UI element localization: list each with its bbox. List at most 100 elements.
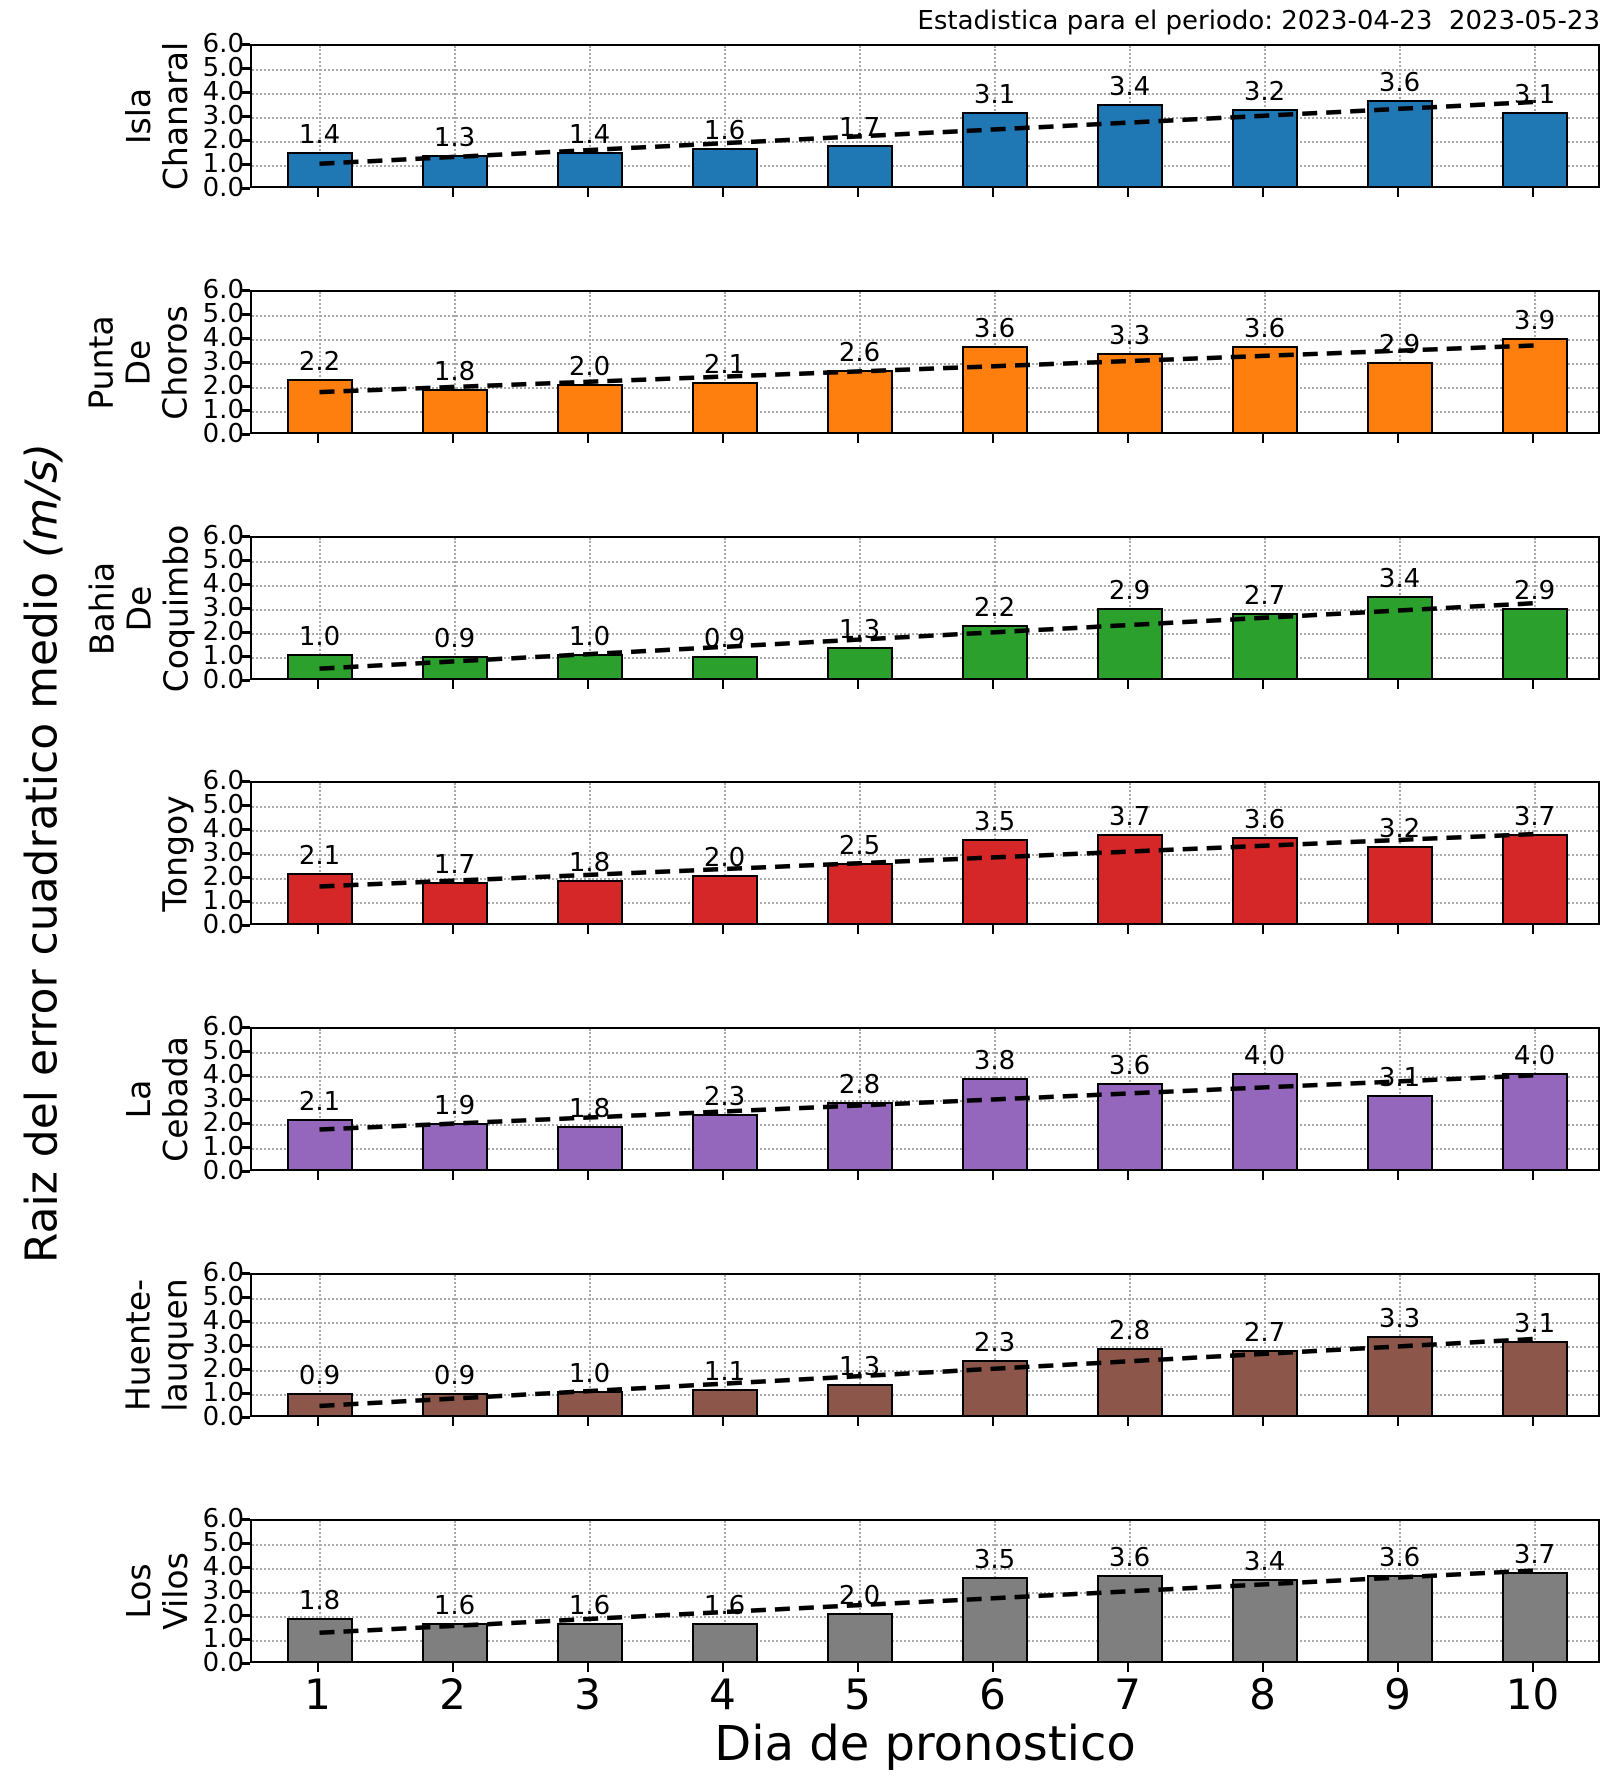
gridline-horizontal (252, 1076, 1598, 1078)
x-tick-mark (721, 1171, 724, 1180)
y-tick-mark (241, 1392, 250, 1395)
row-label-text: Punta De Choros (82, 304, 195, 420)
bar-day-7 (1096, 104, 1163, 186)
row-label-text: Bahia De Coquimbo (81, 524, 195, 692)
y-tick-label: 5.0 (202, 299, 244, 329)
bar-value-label: 1.7 (433, 850, 476, 881)
y-tick-label: 2.0 (202, 1108, 244, 1138)
trend-line-svg (319, 1336, 1535, 1409)
x-tick-mark (586, 680, 589, 689)
bar-value-label: 1.8 (568, 847, 611, 878)
subplot-punta-de-choros: 2.2 1.8 2.0 2.1 2.6 3.6 3.3 3.6 2.9 3.9 (250, 290, 1600, 434)
gridline-vertical (723, 538, 726, 678)
trend-line (319, 1073, 1535, 1132)
x-tick-label: 2 (439, 1670, 466, 1719)
bar-day-1 (286, 654, 353, 678)
y-tick-mark (241, 115, 250, 118)
x-tick-mark (1396, 1663, 1399, 1672)
gridline-horizontal (252, 854, 1598, 856)
gridline-vertical (858, 538, 861, 678)
y-tick-label: 6.0 (202, 275, 244, 305)
bar-value-label: 3.6 (1378, 1542, 1421, 1573)
gridline-vertical (453, 1275, 456, 1415)
y-tick-label: 0.0 (202, 419, 244, 449)
x-tick-mark (1531, 1417, 1534, 1426)
trend-line (319, 343, 1535, 395)
x-tick-mark (1531, 434, 1534, 443)
gridline-vertical (723, 46, 726, 186)
bar-day-3 (556, 879, 623, 923)
bar-value-label: 1.6 (703, 115, 746, 146)
bar-day-7 (1096, 1347, 1163, 1415)
subplot-huente-lauquen: 0.9 0.9 1.0 1.1 1.3 2.3 2.8 2.7 3.3 3.1 (250, 1273, 1600, 1417)
bar-day-5 (826, 1101, 893, 1169)
bar-day-3 (556, 1622, 623, 1661)
x-tick-mark (1396, 1171, 1399, 1180)
y-tick-mark (241, 535, 250, 538)
bar-day-6 (961, 1077, 1028, 1169)
trend-line-svg (319, 1073, 1535, 1132)
y-tick-label: 0.0 (202, 1648, 244, 1678)
y-tick-label: 4.0 (202, 77, 244, 107)
y-tick-mark (241, 385, 250, 388)
gridline-vertical (453, 46, 456, 186)
bar-day-8 (1231, 1579, 1298, 1661)
y-tick-mark (241, 1074, 250, 1077)
bar-day-6 (961, 345, 1028, 432)
bar-day-4 (691, 1113, 758, 1169)
bar-value-label: 3.6 (1243, 804, 1286, 835)
subplot-los-vilos: 1.8 1.6 1.6 1.6 2.0 3.5 3.6 3.4 3.6 3.7 (250, 1519, 1600, 1663)
gridline-horizontal (252, 1124, 1598, 1126)
bar-value-label: 2.9 (1378, 330, 1421, 361)
bar-value-label: 2.1 (703, 349, 746, 380)
y-tick-label: 2.0 (202, 1354, 244, 1384)
gridline-vertical (588, 1521, 591, 1661)
y-tick-mark (241, 1614, 250, 1617)
y-tick-label: 2.0 (202, 371, 244, 401)
gridline-vertical (858, 1029, 861, 1169)
y-tick-label: 5.0 (202, 790, 244, 820)
row-label-la-cebada: La Cebada (47, 989, 267, 1209)
bar-day-8 (1231, 836, 1298, 923)
subplot-la-cebada: 2.1 1.9 1.8 2.3 2.8 3.8 3.6 4.0 3.1 4.0 (250, 1027, 1600, 1171)
y-tick-mark (241, 337, 250, 340)
x-tick-mark (991, 1171, 994, 1180)
y-tick-mark (241, 433, 250, 436)
y-tick-label: 1.0 (202, 641, 244, 671)
gridline-horizontal (252, 1148, 1598, 1150)
bar-value-label: 1.0 (568, 1359, 611, 1389)
gridline-horizontal (252, 315, 1598, 317)
bar-value-label: 2.9 (1513, 576, 1556, 607)
x-tick-mark (316, 680, 319, 689)
bar-value-label: 1.8 (433, 356, 476, 387)
bar-value-label: 1.7 (838, 113, 881, 144)
y-tick-mark (241, 852, 250, 855)
x-tick-label: 4 (709, 1670, 736, 1719)
row-label-huente-lauquen: Huente- lauquen (47, 1235, 267, 1455)
y-tick-mark (241, 91, 250, 94)
y-tick-label: 6.0 (202, 1258, 244, 1288)
bar-value-label: 2.1 (298, 1086, 341, 1117)
x-tick-mark (991, 1663, 994, 1672)
x-tick-label: 3 (574, 1670, 601, 1719)
bar-value-label: 3.6 (1108, 1050, 1151, 1081)
y-tick-label: 1.0 (202, 1132, 244, 1162)
gridline-horizontal (252, 1394, 1598, 1396)
x-tick-mark (586, 1663, 589, 1672)
x-tick-mark (721, 925, 724, 934)
y-tick-label: 1.0 (202, 395, 244, 425)
x-tick-mark (1531, 680, 1534, 689)
bar-day-9 (1366, 362, 1433, 432)
gridline-vertical (318, 1029, 321, 1169)
bar-value-label: 1.8 (568, 1093, 611, 1124)
y-tick-mark (241, 1296, 250, 1299)
y-tick-label: 5.0 (202, 53, 244, 83)
y-tick-mark (241, 1542, 250, 1545)
bar-day-3 (556, 1125, 623, 1169)
gridline-horizontal (252, 165, 1598, 167)
gridline-horizontal (252, 387, 1598, 389)
y-tick-label: 4.0 (202, 323, 244, 353)
bar-day-2 (421, 388, 488, 432)
y-tick-label: 0.0 (202, 1402, 244, 1432)
y-tick-label: 5.0 (202, 1036, 244, 1066)
